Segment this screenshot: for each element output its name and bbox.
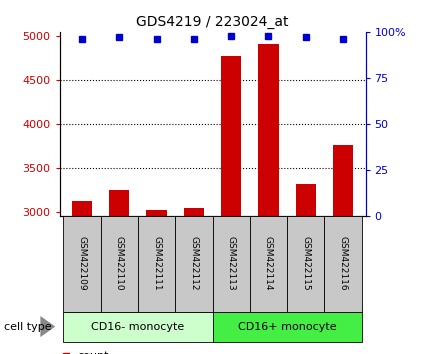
Bar (212, 216, 250, 312)
Bar (287, 216, 324, 312)
Bar (295, 184, 316, 216)
Text: GSM422116: GSM422116 (339, 236, 348, 291)
Text: GSM422112: GSM422112 (190, 236, 198, 291)
Text: GSM422110: GSM422110 (115, 236, 124, 291)
Text: GSM422113: GSM422113 (227, 236, 235, 291)
Bar (72, 201, 92, 216)
Text: cell type: cell type (4, 321, 52, 332)
Bar (175, 216, 212, 312)
Bar (109, 190, 130, 216)
Bar (250, 216, 287, 312)
Bar (221, 56, 241, 216)
Text: GSM422109: GSM422109 (77, 236, 86, 291)
Bar (324, 216, 362, 312)
Text: count: count (78, 351, 109, 354)
Bar (138, 216, 175, 312)
Text: CD16- monocyte: CD16- monocyte (91, 321, 184, 332)
Text: GSM422115: GSM422115 (301, 236, 310, 291)
Bar (212, 312, 362, 342)
Bar (146, 210, 167, 216)
Bar (184, 208, 204, 216)
Text: GSM422114: GSM422114 (264, 236, 273, 291)
Bar (63, 216, 101, 312)
Title: GDS4219 / 223024_at: GDS4219 / 223024_at (136, 16, 289, 29)
Bar (333, 145, 353, 216)
Polygon shape (40, 316, 55, 337)
Text: CD16+ monocyte: CD16+ monocyte (238, 321, 337, 332)
Bar (258, 44, 279, 216)
Bar (101, 216, 138, 312)
Bar (63, 312, 212, 342)
Text: GSM422111: GSM422111 (152, 236, 161, 291)
